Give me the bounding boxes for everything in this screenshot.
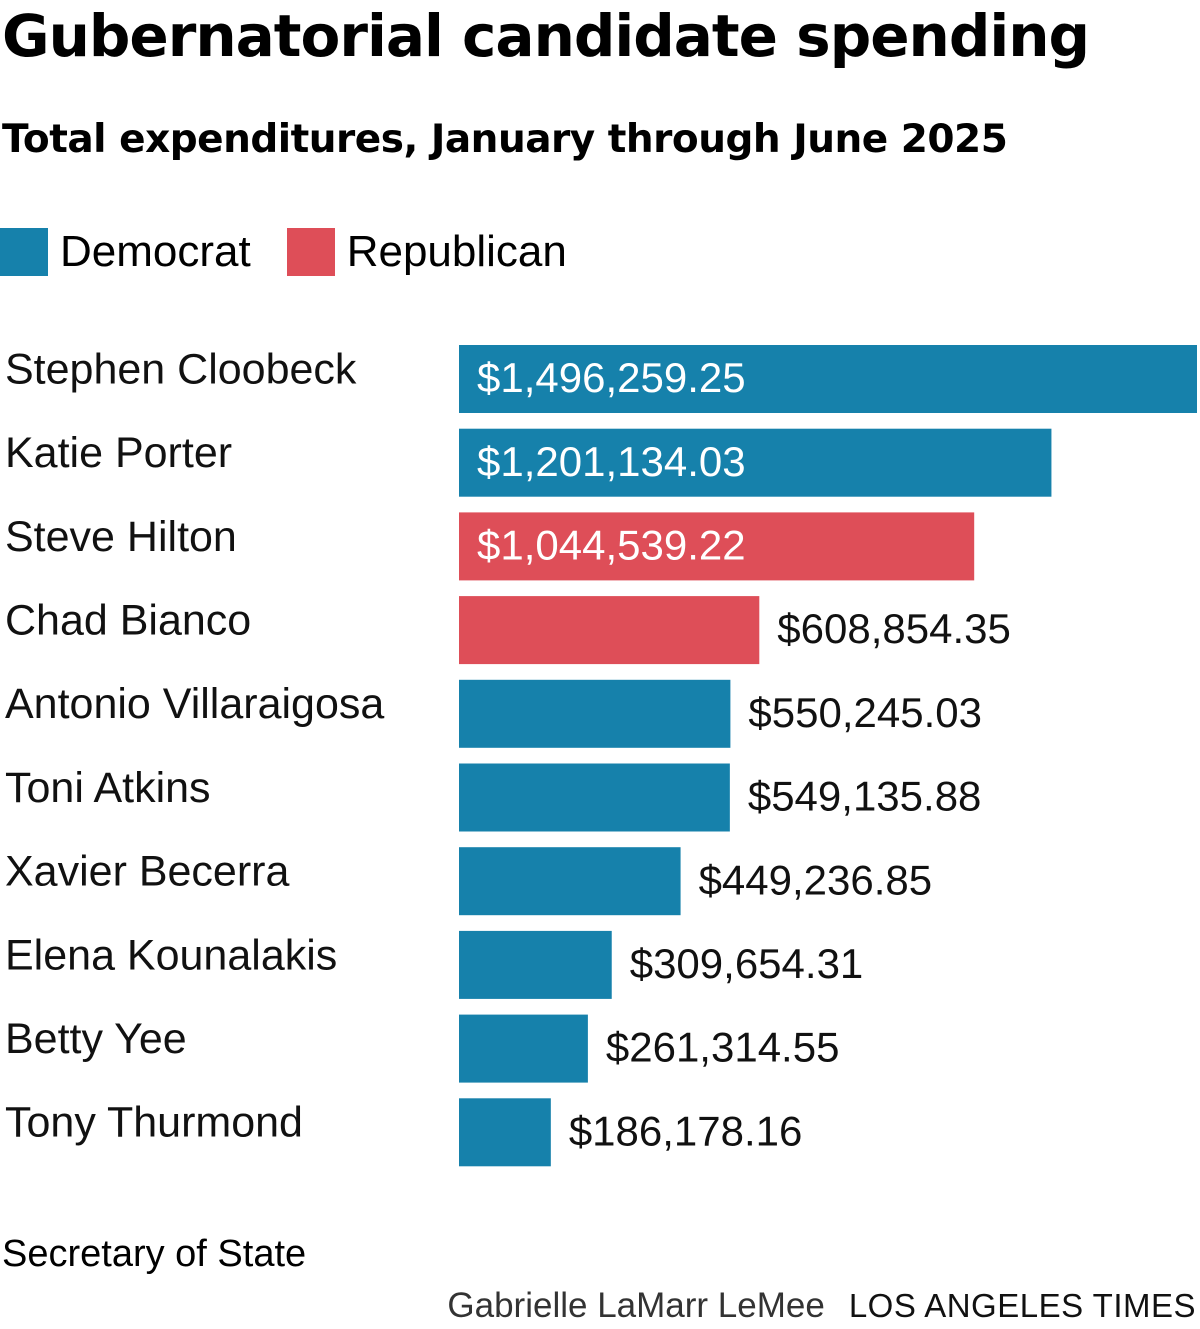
category-label: Xavier Becerra [5, 848, 289, 896]
credit-organization: LOS ANGELES TIMES [848, 1287, 1196, 1324]
credit-author: Gabrielle LaMarr LeMee [447, 1286, 825, 1325]
legend-swatch-democrat [0, 228, 48, 276]
value-label: $1,201,134.03 [477, 438, 746, 485]
category-label: Chad Bianco [5, 596, 251, 644]
bar-xavier-becerra [459, 847, 681, 916]
bar-stephen-cloobeck [459, 345, 1197, 413]
category-label: Toni Atkins [5, 764, 211, 812]
legend-label-republican: Republican [346, 227, 567, 276]
category-label: Katie Porter [5, 429, 232, 477]
chart-source: Secretary of State [2, 1233, 307, 1275]
value-label: $309,654.31 [630, 940, 864, 987]
value-label: $449,236.85 [699, 856, 933, 903]
category-label: Antonio Villaraigosa [5, 680, 384, 728]
bar-katie-porter [459, 428, 1052, 497]
category-label: Steve Hilton [5, 513, 237, 561]
category-label: Tony Thurmond [5, 1099, 303, 1147]
bar-elena-kounalakis [459, 930, 612, 999]
bar-betty-yee [459, 1014, 588, 1083]
bar-chart: Stephen Cloobeck $1,496,259.25 Katie Porte… [5, 345, 1197, 1167]
bar-tony-thurmond [459, 1098, 551, 1167]
category-label: Betty Yee [5, 1015, 187, 1063]
value-label: $550,245.03 [748, 689, 982, 736]
chart-credit: Gabrielle LaMarr LeMee LOS ANGELES TIMES [447, 1285, 1196, 1327]
bar-steve-hilton [459, 512, 975, 581]
value-label: $549,135.88 [748, 773, 982, 820]
category-label: Elena Kounalakis [5, 931, 337, 979]
bar-toni-atkins [459, 763, 730, 832]
bar-antonio-villaraigosa [459, 679, 731, 748]
bar-chad-bianco [459, 596, 760, 665]
chart-legend: Democrat Republican [0, 226, 603, 278]
chart-subtitle: Total expenditures, January through June… [2, 117, 1008, 162]
value-label: $1,044,539.22 [477, 521, 746, 568]
value-label: $1,496,259.25 [477, 354, 746, 401]
legend-item-democrat: Democrat [0, 226, 251, 278]
legend-item-republican: Republican [286, 226, 567, 278]
chart-title: Gubernatorial candidate spending [2, 2, 1090, 70]
legend-swatch-republican [286, 228, 335, 276]
legend-label-democrat: Democrat [60, 227, 251, 276]
value-label: $608,854.35 [777, 605, 1011, 652]
value-label: $186,178.16 [569, 1107, 803, 1154]
value-label: $261,314.55 [606, 1024, 840, 1071]
category-label: Stephen Cloobeck [5, 345, 357, 393]
